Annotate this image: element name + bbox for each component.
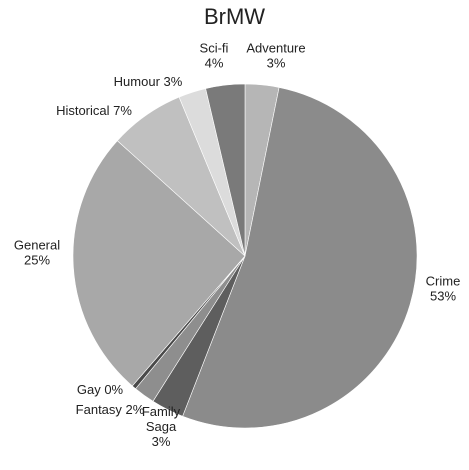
slice-label-historical: Historical 7% — [56, 103, 132, 118]
pie-slices — [72, 83, 418, 429]
slice-label-fantasy: Fantasy 2% — [76, 402, 145, 417]
chart-title: BrMW — [203, 4, 266, 29]
slice-label-sci-fi: Sci-fi 4% — [200, 41, 229, 71]
pie-slice-crime — [182, 87, 418, 429]
slice-label-gay: Gay 0% — [77, 382, 124, 397]
slice-label-family-saga: Family Saga 3% — [142, 404, 181, 449]
slice-label-humour: Humour 3% — [114, 74, 183, 89]
pie-labels: Adventure 3% Crime 53% Family Saga 3%Fantasy 2… — [14, 41, 460, 450]
pie-slice-general — [72, 140, 246, 387]
slice-label-adventure: Adventure 3% — [246, 41, 305, 71]
pie-slice-sci-fi — [205, 83, 246, 257]
slice-label-crime: Crime 53% — [426, 274, 461, 304]
slice-label-general: General 25% — [14, 238, 60, 268]
